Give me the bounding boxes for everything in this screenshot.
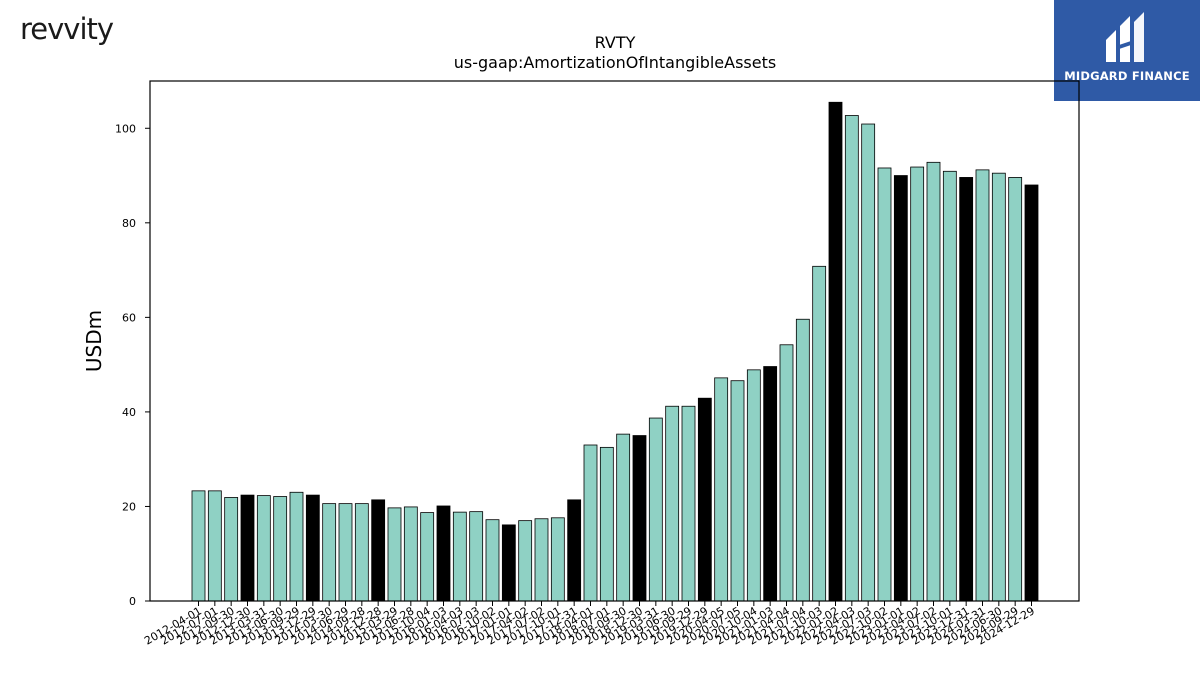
midgard-finance-logo: MIDGARD FINANCE (1054, 0, 1200, 101)
bar-2018-09-30 (616, 433, 631, 602)
bar-2018-12-30 (632, 435, 647, 602)
bar-2022-07-03 (861, 123, 876, 602)
chart-title: RVTY (595, 33, 636, 52)
bar-2021-01-03 (763, 366, 778, 602)
bar-2016-04-03 (452, 511, 467, 602)
midgard-finance-logo-text: MIDGARD FINANCE (1064, 69, 1190, 83)
bar-2024-09-29 (1008, 177, 1023, 602)
bar-2016-01-03 (436, 505, 451, 602)
bar-2020-04-05 (714, 377, 729, 602)
bar-2020-07-05 (730, 380, 745, 602)
bar-2017-04-02 (518, 520, 533, 602)
bar-2012-07-01 (207, 490, 222, 602)
y-axis-label: USDm (82, 310, 106, 372)
bar-2014-06-29 (338, 503, 353, 602)
chart-subtitle: us-gaap:AmortizationOfIntangibleAssets (454, 53, 776, 72)
y-tick-label: 0 (129, 595, 136, 608)
bar-2023-10-01 (942, 170, 957, 602)
bars-group (191, 101, 1039, 602)
bar-2024-12-29 (1024, 184, 1039, 602)
bar-2024-06-30 (991, 172, 1006, 602)
bar-2017-12-31 (567, 499, 582, 602)
bar-2014-12-28 (371, 499, 386, 602)
bar-2015-10-04 (420, 512, 435, 602)
bar-2012-12-30 (240, 494, 255, 602)
bar-2019-12-29 (697, 397, 712, 602)
bar-2020-10-04 (746, 369, 761, 602)
bar-2022-10-02 (877, 167, 892, 602)
y-tick-label: 80 (122, 217, 136, 230)
y-tick-label: 60 (122, 311, 136, 324)
bar-2023-12-31 (959, 177, 974, 602)
bar-2012-04-01 (191, 490, 206, 602)
bar-2018-04-01 (583, 444, 598, 602)
bar-2019-03-31 (648, 417, 663, 602)
bar-2016-10-02 (485, 519, 500, 602)
bar-2021-04-04 (779, 344, 794, 602)
plot-area-frame (149, 80, 1080, 602)
bar-2012-09-30 (224, 497, 239, 602)
bar-2016-07-03 (469, 511, 484, 602)
bar-2014-09-28 (354, 503, 369, 602)
bar-2023-07-02 (926, 161, 941, 602)
y-tick-label: 40 (122, 406, 136, 419)
bar-2014-03-30 (322, 503, 337, 602)
bar-2019-09-29 (681, 405, 696, 602)
y-tick-label: 20 (122, 500, 136, 513)
y-tick-label: 100 (115, 122, 136, 135)
bar-2021-07-04 (795, 318, 810, 602)
bar-2013-09-29 (289, 491, 304, 602)
bar-2013-06-30 (273, 496, 288, 602)
midgard-emblem-icon (1106, 12, 1144, 62)
bar-2018-07-01 (599, 446, 614, 602)
bar-2019-06-30 (665, 405, 680, 602)
revvity-logo-text: revvity (20, 12, 114, 46)
bar-2015-06-28 (403, 506, 418, 602)
bar-2022-01-02 (828, 101, 843, 602)
y-axis: 0 20 40 60 80 100 (115, 122, 150, 608)
bar-2017-01-01 (501, 524, 516, 602)
revvity-logo: revvity (20, 12, 115, 46)
bar-2017-07-02 (534, 518, 549, 602)
bar-2023-01-01 (893, 175, 908, 602)
bar-2024-03-31 (975, 169, 990, 602)
x-axis: 2012-04-012012-07-012012-09-302012-12-30… (142, 601, 1037, 648)
bar-2022-04-03 (844, 115, 859, 602)
bar-2015-03-29 (387, 507, 402, 602)
bar-2013-03-31 (256, 495, 271, 602)
bar-2013-12-29 (305, 494, 320, 602)
bar-2023-04-02 (910, 166, 925, 602)
bar-2017-10-01 (550, 517, 565, 602)
bar-2021-10-03 (812, 265, 827, 602)
